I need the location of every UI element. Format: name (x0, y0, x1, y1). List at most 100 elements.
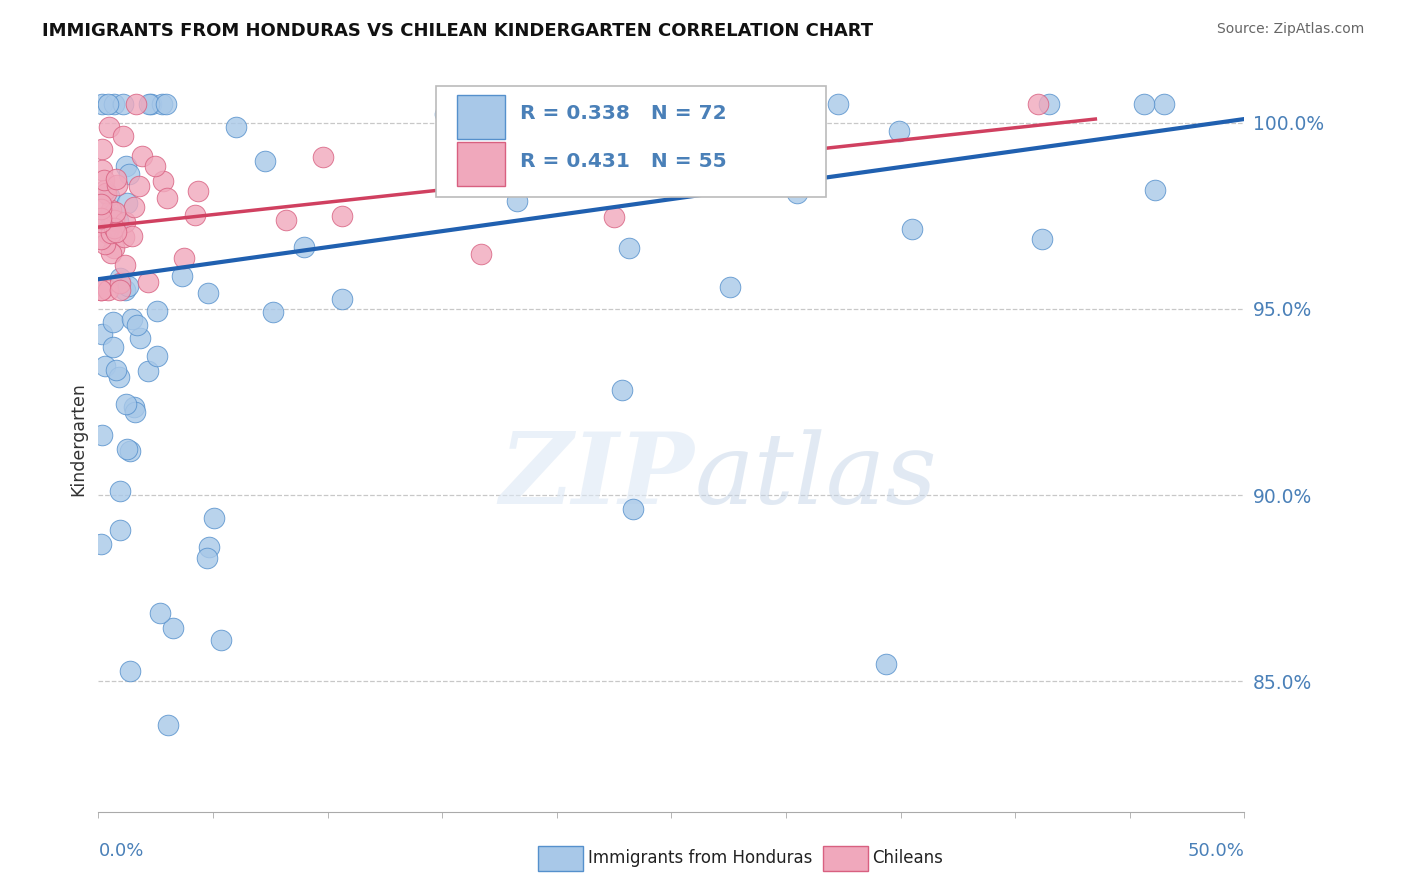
Point (1133, 97, 1156, 112)
Point (195, 551, 218, 566)
Point (90, 428, 112, 442)
Point (91, 162, 114, 177)
Point (470, 247, 492, 261)
Point (115, 159, 138, 173)
Point (155, 97, 177, 112)
Point (602, 211, 624, 225)
Point (91, 142, 114, 156)
Point (146, 304, 169, 318)
Point (1153, 97, 1175, 112)
Point (114, 215, 136, 229)
Point (1026, 97, 1049, 112)
Point (554, 152, 576, 166)
Point (98, 221, 121, 235)
Text: Immigrants from Honduras: Immigrants from Honduras (588, 849, 813, 867)
Point (901, 222, 924, 236)
Point (103, 97, 125, 112)
Point (1143, 183, 1166, 197)
Point (129, 330, 152, 344)
Point (97, 283, 120, 297)
Point (103, 241, 125, 255)
Point (139, 97, 162, 112)
Point (768, 165, 790, 179)
Point (108, 271, 131, 285)
Point (197, 285, 219, 300)
FancyBboxPatch shape (457, 142, 505, 186)
Text: IMMIGRANTS FROM HONDURAS VS CHILEAN KINDERGARTEN CORRELATION CHART: IMMIGRANTS FROM HONDURAS VS CHILEAN KIND… (42, 22, 873, 40)
Point (887, 124, 910, 138)
Text: R = 0.431   N = 55: R = 0.431 N = 55 (520, 152, 727, 171)
Text: 0.0%: 0.0% (98, 841, 143, 860)
Point (98, 222, 121, 236)
Point (103, 213, 125, 227)
Point (96, 226, 118, 240)
Point (156, 717, 179, 731)
Point (225, 120, 247, 134)
Point (170, 268, 193, 283)
Point (93, 173, 115, 187)
Point (717, 100, 740, 114)
Point (103, 340, 125, 354)
Text: Source: ZipAtlas.com: Source: ZipAtlas.com (1216, 22, 1364, 37)
Point (506, 194, 529, 209)
Point (122, 400, 145, 414)
Point (136, 364, 159, 378)
Point (90, 283, 112, 297)
Point (156, 191, 179, 205)
Point (97, 189, 120, 203)
Point (90, 537, 112, 551)
Point (262, 305, 284, 319)
Point (112, 230, 135, 244)
Point (621, 501, 644, 516)
Point (111, 97, 134, 112)
Point (138, 97, 160, 112)
Point (727, 173, 749, 187)
Point (105, 178, 128, 193)
Point (110, 276, 132, 290)
Point (145, 349, 167, 363)
Point (122, 200, 145, 214)
Point (90, 283, 112, 297)
Point (111, 128, 134, 143)
Text: 50.0%: 50.0% (1188, 841, 1244, 860)
Point (94, 183, 117, 197)
Point (104, 205, 127, 219)
Point (121, 228, 143, 243)
Point (330, 209, 353, 223)
Point (117, 279, 139, 293)
FancyBboxPatch shape (457, 95, 505, 139)
Point (115, 397, 138, 411)
Point (100, 227, 122, 241)
Point (204, 511, 226, 525)
Point (93, 236, 115, 251)
Point (127, 318, 149, 332)
Point (114, 283, 136, 297)
Point (292, 240, 315, 254)
Point (209, 632, 232, 647)
Point (312, 150, 335, 164)
Point (114, 258, 136, 272)
Point (108, 484, 131, 499)
Point (117, 442, 139, 456)
Text: Chileans: Chileans (872, 849, 942, 867)
Point (120, 664, 142, 678)
Point (786, 186, 808, 200)
Point (1031, 232, 1053, 246)
Point (107, 213, 129, 227)
Point (125, 97, 148, 112)
Text: R = 0.338   N = 72: R = 0.338 N = 72 (520, 103, 727, 122)
Point (100, 203, 122, 218)
Point (143, 159, 166, 173)
Point (121, 312, 143, 326)
Point (94, 186, 117, 200)
Point (96, 97, 118, 112)
Point (90, 232, 112, 246)
Point (1038, 97, 1060, 112)
Point (149, 606, 172, 620)
Point (120, 443, 142, 458)
Point (131, 149, 153, 163)
Point (433, 107, 456, 121)
Point (100, 246, 122, 260)
Point (90, 196, 112, 211)
Point (162, 621, 184, 635)
